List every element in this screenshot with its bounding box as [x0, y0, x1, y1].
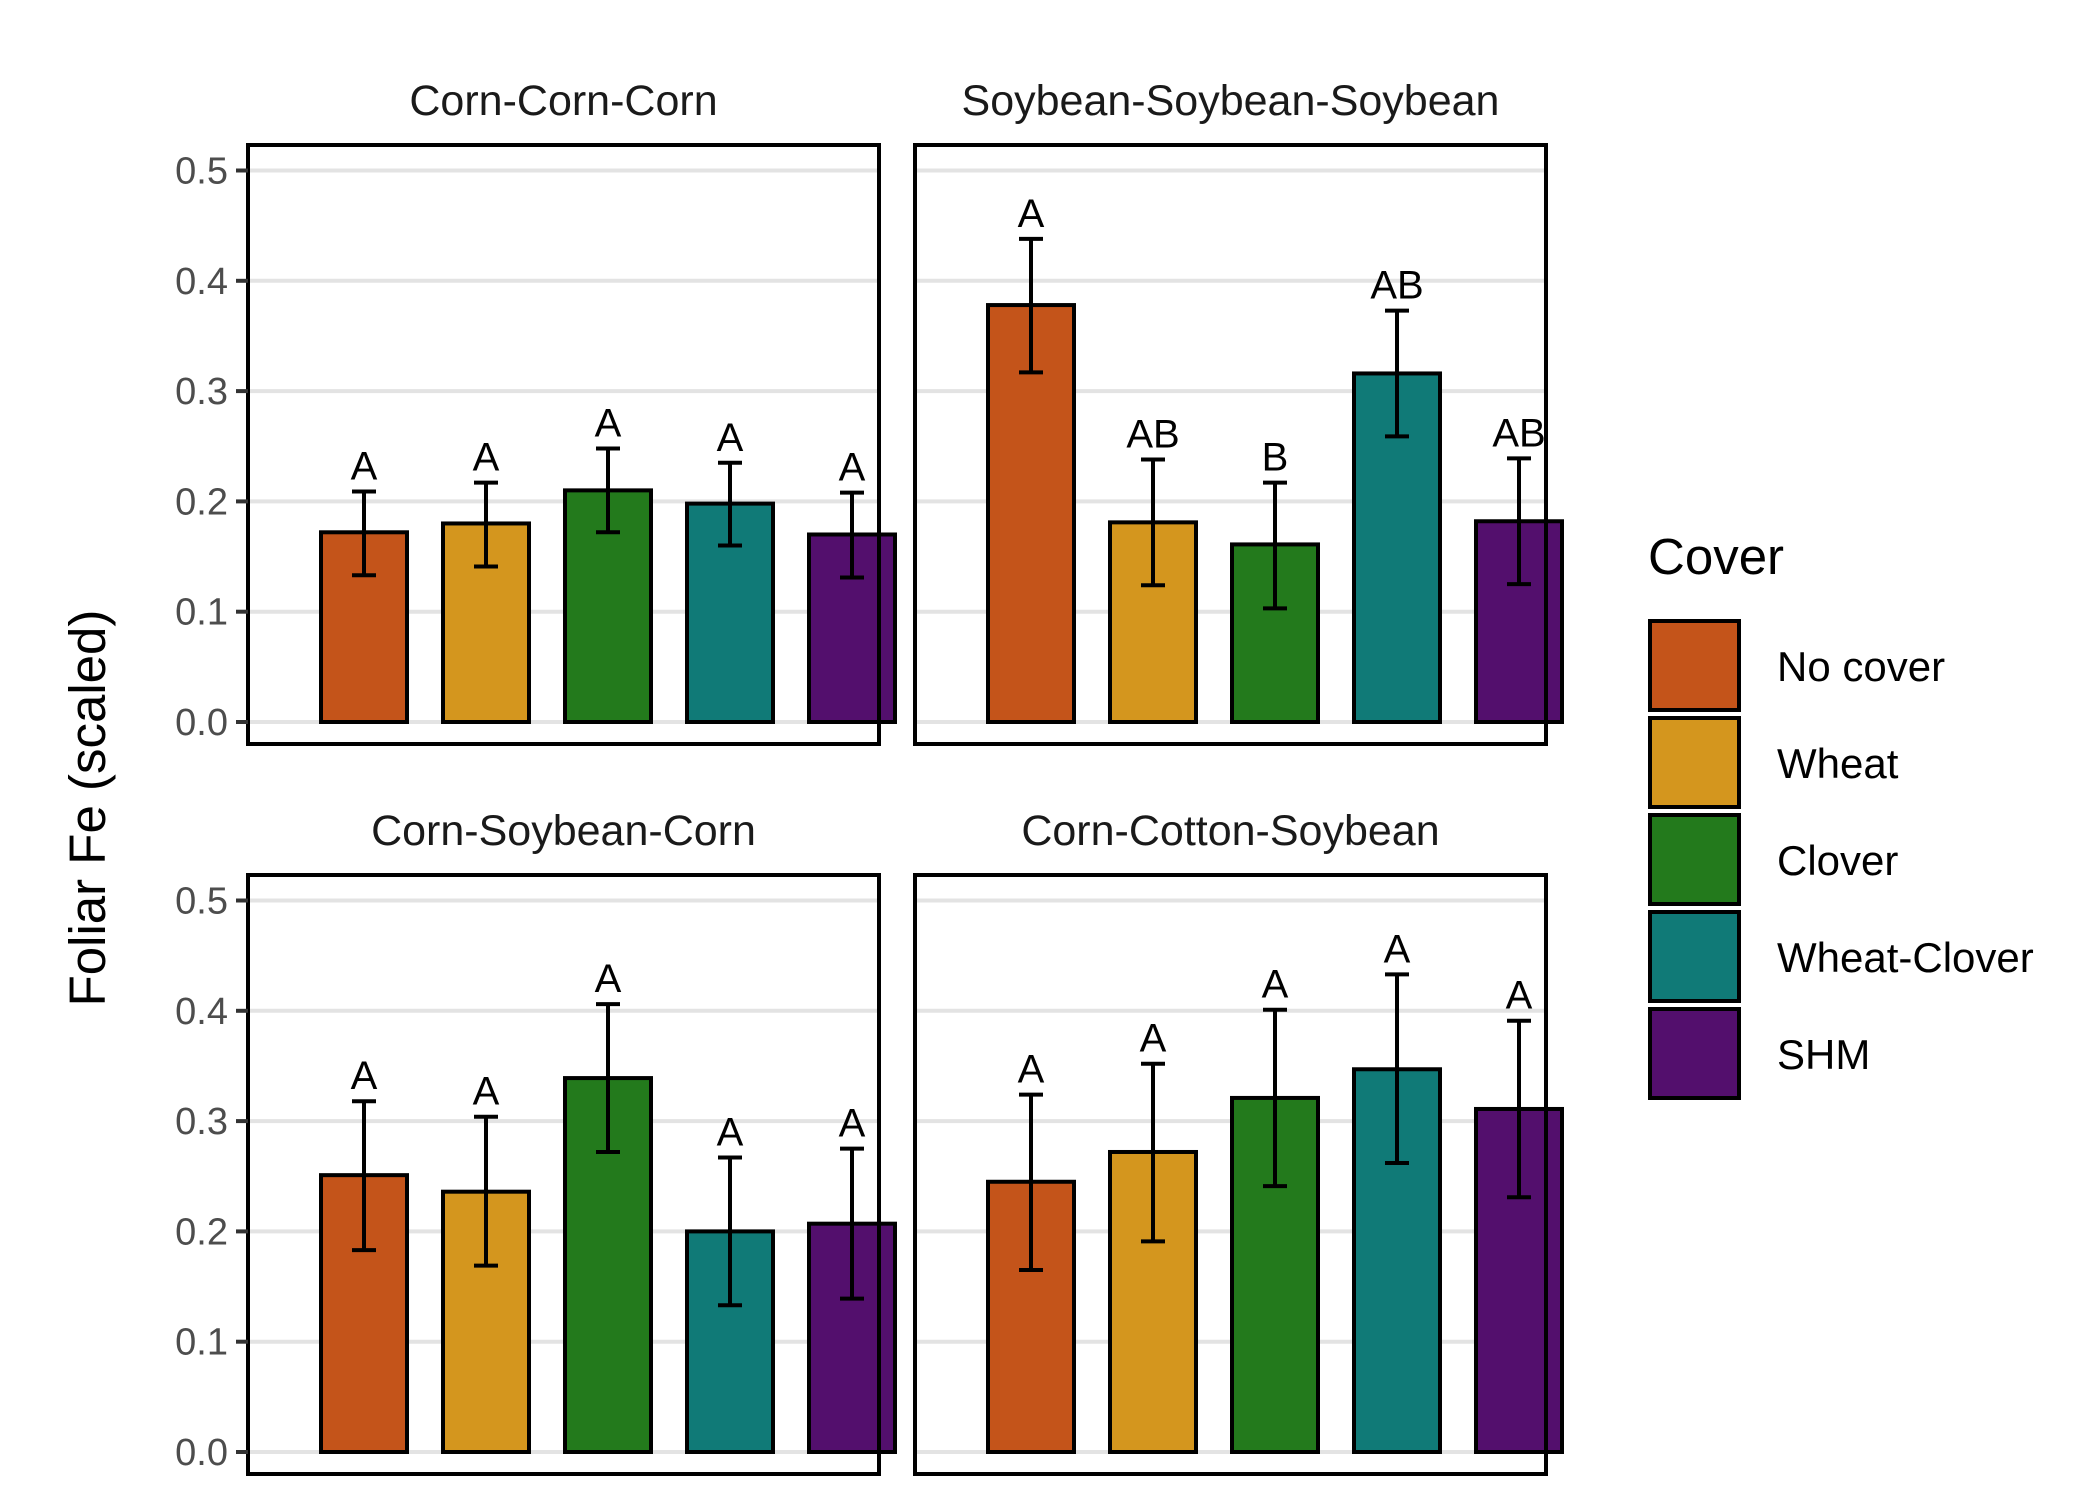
panel-4-title: Corn-Cotton-Soybean [1021, 807, 1439, 855]
panel-4-sig-label-5: A [1506, 974, 1533, 1018]
legend-title: Cover [1648, 528, 1784, 585]
panel-3-y-tick-label: 0.2 [175, 1211, 228, 1253]
panel-1-y-tick-label: 0.5 [175, 151, 228, 193]
panel-4-sig-label-4: A [1384, 927, 1411, 971]
panel-4-sig-label-1: A [1018, 1048, 1045, 1092]
panel-3-sig-label-3: A [595, 957, 622, 1001]
legend-label-3: Clover [1777, 837, 1898, 884]
panel-1-sig-label-4: A [717, 416, 744, 460]
panel-2-sig-label-4: AB [1370, 264, 1423, 308]
panel-4-border [913, 873, 1548, 1476]
y-axis-title: Foliar Fe (scaled) [59, 610, 116, 1007]
panel-2-border [913, 143, 1548, 746]
panel-3-sig-label-2: A [473, 1070, 500, 1114]
legend-label-5: SHM [1777, 1031, 1870, 1078]
legend-key-5 [1648, 1007, 1741, 1100]
panel-1-y-tick-label: 0.2 [175, 481, 228, 523]
panel-2-bar-1 [986, 303, 1076, 724]
panel-4-sig-label-3: A [1262, 963, 1289, 1007]
panel-1-sig-label-2: A [473, 436, 500, 480]
panel-3-y-tick-label: 0.4 [175, 991, 228, 1033]
legend-label-4: Wheat-Clover [1777, 934, 2034, 981]
panel-3-y-tick-label: 0.0 [175, 1432, 228, 1474]
panel-2-title: Soybean-Soybean-Soybean [962, 77, 1500, 125]
panel-3-sig-label-5: A [839, 1102, 866, 1146]
panel-3-y-tick-label: 0.1 [175, 1322, 228, 1364]
panel-1-y-tick-label: 0.4 [175, 261, 228, 303]
legend-key-3 [1648, 813, 1741, 906]
panel-3-title: Corn-Soybean-Corn [371, 807, 756, 855]
panel-3-y-tick-label: 0.3 [175, 1101, 228, 1143]
legend-key-4 [1648, 910, 1741, 1003]
panel-1-y-tick-label: 0.0 [175, 702, 228, 744]
panel-2-sig-label-5: AB [1492, 411, 1545, 455]
legend-label-2: Wheat [1777, 740, 1899, 787]
panel-1-border [246, 143, 881, 746]
panel-1-y-tick-label: 0.3 [175, 371, 228, 413]
panel-2-sig-label-2: AB [1126, 412, 1179, 456]
legend-label-1: No cover [1777, 643, 1945, 690]
panel-2-sig-label-3: B [1262, 436, 1289, 480]
panel-3-y-tick-label: 0.5 [175, 881, 228, 923]
legend-key-1 [1648, 619, 1741, 712]
panel-1-sig-label-5: A [839, 446, 866, 490]
panel-1-title: Corn-Corn-Corn [409, 77, 717, 125]
panel-1-sig-label-1: A [351, 444, 378, 488]
panel-3-border [246, 873, 881, 1476]
legend-key-2 [1648, 716, 1741, 809]
panel-1-y-tick-label: 0.1 [175, 592, 228, 634]
panel-1-sig-label-3: A [595, 401, 622, 445]
panel-2-sig-label-1: A [1018, 192, 1045, 236]
panel-3-sig-label-4: A [717, 1110, 744, 1154]
panel-4-sig-label-2: A [1140, 1017, 1167, 1061]
panel-3-sig-label-1: A [351, 1054, 378, 1098]
